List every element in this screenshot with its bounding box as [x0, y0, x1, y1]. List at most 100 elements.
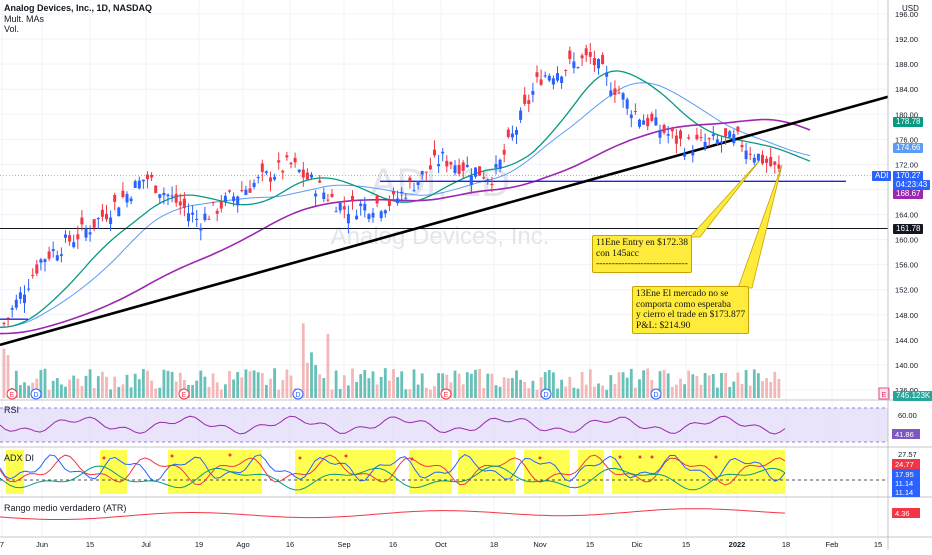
adx-value-red-bg [892, 459, 920, 469]
volume-bar [736, 372, 740, 398]
candle-body [203, 213, 207, 221]
volume-bar [260, 373, 264, 398]
price-tick-label: 148.00 [895, 311, 918, 320]
price-tick-label: 152.00 [895, 286, 918, 295]
adx-signal-dot [410, 457, 414, 461]
volume-bar [773, 371, 777, 398]
candle-body [211, 201, 215, 203]
candle-body [76, 234, 80, 240]
atr-pane-label[interactable]: Rango medio verdadero (ATR) [4, 503, 127, 513]
candle-body [285, 155, 289, 158]
adx-signal-dot [538, 456, 542, 460]
volume-bar [306, 362, 309, 398]
candle-body [613, 88, 617, 95]
volume-bar [379, 376, 383, 398]
volume-bar [556, 388, 559, 398]
volume-bar [383, 368, 387, 398]
volume-bar [215, 382, 219, 398]
volume-bar [43, 368, 47, 398]
adx-tick-label: 27.57 [898, 450, 917, 459]
volume-bar [137, 379, 141, 398]
candle-body [326, 199, 330, 201]
exit-callout[interactable]: 13Ene El mercado no se comporta como esp… [632, 286, 750, 334]
volume-bar [691, 374, 695, 398]
volume-bar [92, 388, 96, 398]
volume-bar [310, 352, 313, 398]
candle-body [396, 198, 400, 204]
volume-bar [113, 376, 117, 398]
candle-body [289, 162, 293, 165]
indicator-volume[interactable]: Vol. [4, 24, 20, 34]
candle-body [674, 135, 678, 144]
candle-body [363, 203, 367, 211]
adx-signal-band [524, 450, 570, 494]
candle-body [748, 153, 752, 155]
candle-body [629, 114, 633, 119]
volume-bar [720, 372, 723, 398]
rsi-pane-label[interactable]: RSI [4, 405, 20, 415]
candle-body [416, 180, 420, 186]
candle-body [691, 151, 695, 156]
upcoming-earnings-label: E [882, 392, 887, 399]
adx-signal-dot [714, 455, 718, 459]
candle-body [601, 54, 605, 65]
volume-bar [277, 389, 281, 398]
candle-body [720, 141, 723, 144]
time-tick-label: Jun [36, 540, 48, 549]
candle-body [457, 164, 461, 174]
candle-body [158, 194, 162, 198]
earnings-marker-label: E [10, 392, 15, 399]
volume-bar [515, 370, 518, 398]
volume-bar [14, 370, 18, 398]
candle-body [334, 211, 338, 213]
volume-bar [359, 374, 363, 398]
volume-bar [478, 368, 481, 398]
rsi-line [0, 415, 786, 435]
earnings-marker [6, 388, 18, 400]
volume-bar [437, 373, 440, 398]
volume-bar [330, 389, 334, 398]
candle-body [744, 150, 748, 160]
candle-body [88, 232, 92, 235]
volume-bar [752, 369, 756, 398]
candle-body [736, 126, 740, 132]
adx-pane-label[interactable]: ADX DI [4, 453, 35, 463]
candle-body [465, 164, 469, 167]
candle-body [43, 259, 47, 263]
candle-body [486, 179, 490, 181]
volume-bar [236, 371, 240, 398]
ma-mid-price-label: 174.66 [893, 143, 924, 153]
volume-bar [375, 384, 379, 398]
volume-bar [88, 369, 92, 398]
candle-body [269, 177, 272, 182]
candle-body [92, 219, 96, 228]
adx-signal-dot [228, 453, 232, 457]
indicator-mult-mas[interactable]: Mult. MAs [4, 14, 45, 24]
candle-body [699, 136, 703, 138]
volume-bar [683, 384, 686, 398]
candle-body [322, 192, 326, 200]
volume-bar [125, 374, 129, 398]
candle-body [761, 154, 764, 164]
candle-body [654, 117, 658, 126]
price-tick-label: 180.00 [895, 110, 918, 119]
volume-bar [347, 385, 350, 398]
volume-bar [6, 355, 10, 398]
volume-bar [511, 377, 514, 398]
volume-bar [732, 381, 736, 398]
candle-body [662, 125, 666, 133]
candle-body [625, 99, 629, 109]
volume-bar [552, 372, 555, 398]
candle-body [359, 203, 363, 207]
candle-body [293, 157, 297, 163]
volume-bar [322, 377, 326, 398]
candle-body [670, 127, 674, 132]
price-tick-label: 136.00 [895, 386, 918, 395]
earnings-marker [440, 388, 452, 400]
volume-bar [629, 368, 633, 398]
entry-callout[interactable]: 11Ene Entry en $172.38 con 145acc ------… [592, 235, 692, 273]
volume-bar [146, 370, 149, 398]
candle-body [355, 215, 359, 220]
